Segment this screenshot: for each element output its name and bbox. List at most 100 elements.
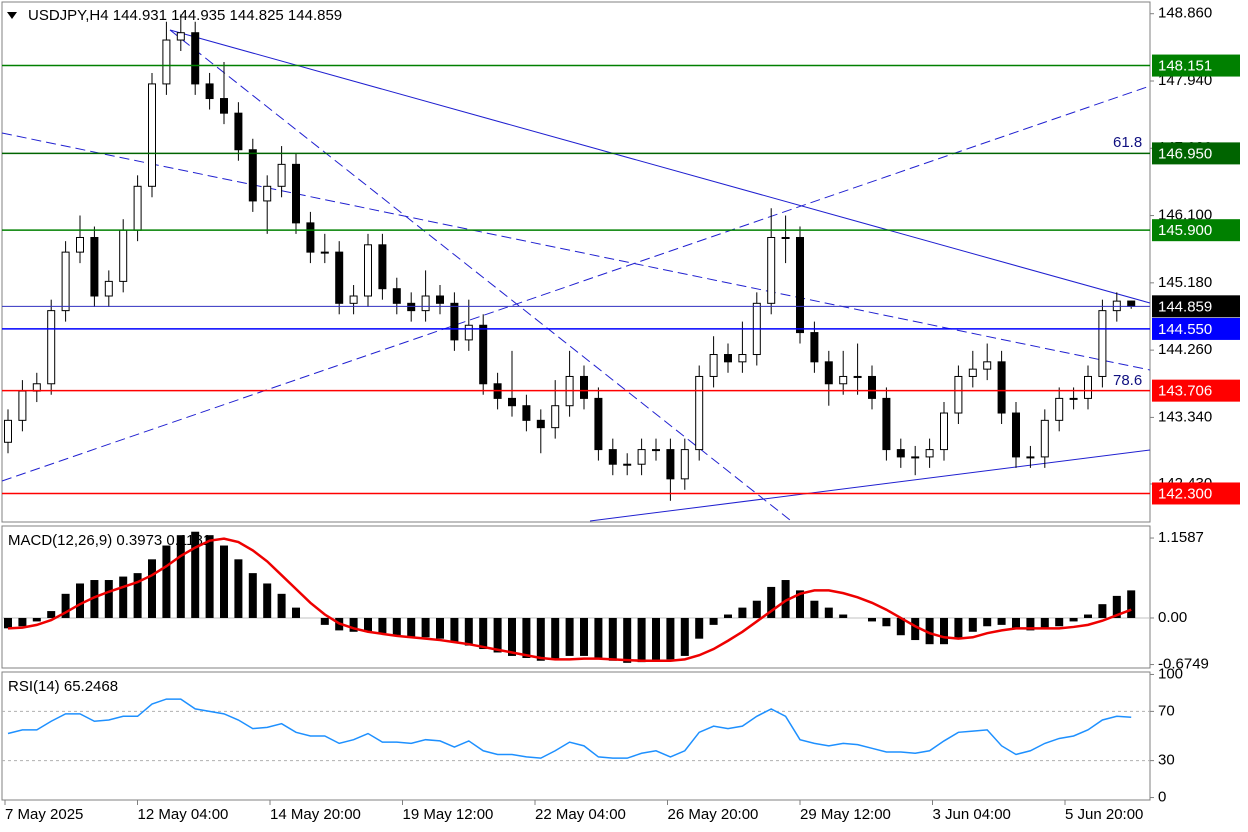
macd-bar (18, 617, 27, 627)
candle-body (738, 354, 747, 363)
candle-body (1040, 419, 1049, 458)
candle-body (18, 390, 27, 421)
y-tick-label: 0 (1158, 789, 1166, 806)
level-box (1152, 295, 1240, 318)
macd-bar (911, 617, 920, 641)
level-label: 143.706 (1158, 383, 1212, 400)
candle-body (349, 295, 358, 304)
y-tick-label: 100 (1158, 665, 1183, 682)
candle-body (536, 419, 545, 429)
macd-bar (104, 580, 113, 618)
x-tick-label: 5 Jun 20:00 (1065, 806, 1143, 823)
macd-bar (594, 617, 603, 660)
candle-body (248, 149, 257, 202)
macd-signal (7, 537, 1132, 663)
candle-body (580, 375, 588, 399)
macd-bar (1040, 617, 1049, 629)
candle-body (47, 310, 56, 385)
candle-body (724, 354, 732, 363)
x-tick-label: 19 May 12:00 (403, 806, 494, 823)
x-tick-label: 29 May 12:00 (800, 806, 891, 823)
y-tick-label: 70 (1158, 702, 1175, 719)
macd-bar (421, 617, 430, 638)
y-tick-label: 143.340 (1158, 408, 1212, 425)
candle-body (983, 361, 992, 370)
candle-body (364, 244, 372, 297)
candle-body (407, 302, 416, 312)
candle-body (695, 375, 704, 451)
level-label: 146.950 (1158, 145, 1212, 162)
macd-bar (450, 617, 459, 643)
level-label: 148.151 (1158, 58, 1212, 75)
macd-bar (623, 617, 632, 663)
trend-line (1, 132, 1151, 371)
candle-body (306, 222, 315, 253)
macd-bar (781, 580, 790, 618)
candle-body (853, 375, 862, 378)
candle-body (119, 229, 128, 282)
macd-bar (983, 617, 992, 627)
candle-body (522, 405, 531, 421)
rsi-panel (1, 671, 1151, 801)
macd-bar (536, 617, 545, 661)
candle-body (637, 449, 646, 465)
macd-bar (493, 617, 502, 653)
macd-bar (220, 545, 228, 618)
macd-bar (176, 535, 185, 618)
candle-body (652, 449, 660, 452)
x-tick-label: 14 May 20:00 (270, 806, 361, 823)
candle-body (551, 405, 560, 429)
macd-bar (436, 617, 444, 639)
candle-body (176, 32, 185, 41)
candle-body (968, 368, 977, 377)
candle-body (940, 412, 948, 451)
candle-body (868, 375, 876, 399)
macd-title: MACD(12,26,9) 0.3973 0.1181 (8, 532, 211, 549)
macd-bar (191, 531, 200, 618)
candle-body (464, 324, 473, 341)
candle-body (954, 375, 963, 414)
macd-bar (90, 580, 99, 618)
macd-bar (925, 617, 934, 645)
candle-body (824, 361, 833, 385)
candle-body (810, 332, 819, 363)
macd-bar (1069, 617, 1078, 622)
macd-bar (1098, 604, 1107, 618)
macd-bar (1055, 617, 1064, 627)
candle-body (205, 83, 214, 100)
y-tick-label: 144.260 (1158, 341, 1212, 358)
trend-lines (1, 29, 1151, 522)
macd-bar (1112, 595, 1121, 618)
level-box (1152, 219, 1240, 242)
macd-bar (1012, 617, 1020, 629)
candle-body (479, 324, 488, 385)
candle-body (450, 302, 459, 341)
macd-bar (248, 573, 257, 618)
candle-body (234, 112, 243, 151)
candle-body (378, 244, 387, 290)
macd-bar (565, 617, 574, 656)
macd-bar (1084, 614, 1092, 618)
macd-bar (695, 617, 704, 639)
macd-bar (997, 617, 1006, 625)
macd-bar (810, 600, 819, 618)
x-tick-label: 3 Jun 04:00 (933, 806, 1011, 823)
candle-body (896, 449, 905, 458)
candle-body (666, 449, 675, 480)
candle-body (767, 236, 776, 304)
macd-bar (882, 617, 891, 627)
trend-line (169, 29, 791, 521)
macd-bar (551, 617, 560, 660)
macd-bar (738, 607, 747, 618)
macd-bar (652, 617, 660, 661)
macd-bar (666, 617, 675, 660)
candle-body (104, 280, 113, 297)
candle-body (997, 361, 1006, 414)
x-tick-label: 22 May 04:00 (535, 806, 626, 823)
macd-bar (580, 617, 588, 656)
candle-body (594, 397, 603, 451)
macd-bar (263, 583, 272, 618)
candle-body (882, 397, 891, 451)
macd-bar (292, 607, 300, 618)
candle-body (436, 295, 444, 304)
